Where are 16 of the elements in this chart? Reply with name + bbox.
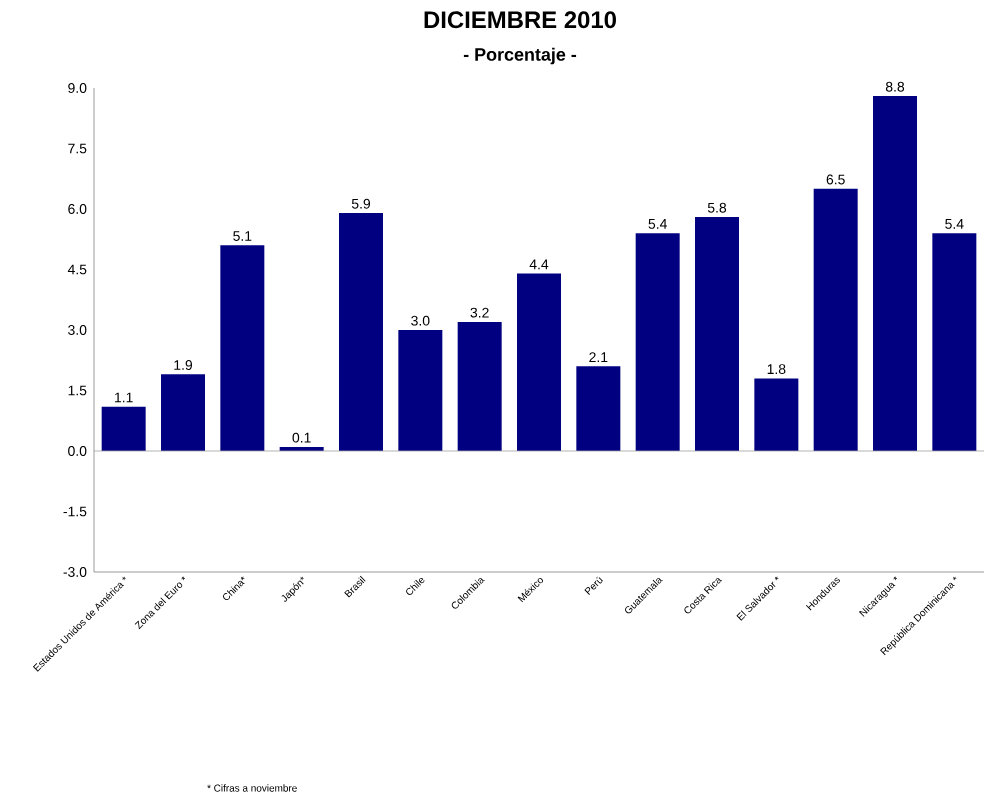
bar xyxy=(635,233,680,451)
bar xyxy=(576,366,621,451)
bar xyxy=(339,213,383,451)
bar xyxy=(813,188,858,451)
bar xyxy=(695,217,740,451)
bar xyxy=(101,406,146,451)
bar xyxy=(161,374,205,451)
chart-subtitle: - Porcentaje - xyxy=(463,47,577,65)
bar xyxy=(398,329,443,451)
bar xyxy=(873,96,918,451)
bar xyxy=(754,378,799,451)
chart-title: DICIEMBRE 2010 xyxy=(424,11,616,29)
bar xyxy=(220,245,265,451)
bar xyxy=(517,273,562,451)
bar xyxy=(457,321,502,451)
bar xyxy=(932,233,977,451)
